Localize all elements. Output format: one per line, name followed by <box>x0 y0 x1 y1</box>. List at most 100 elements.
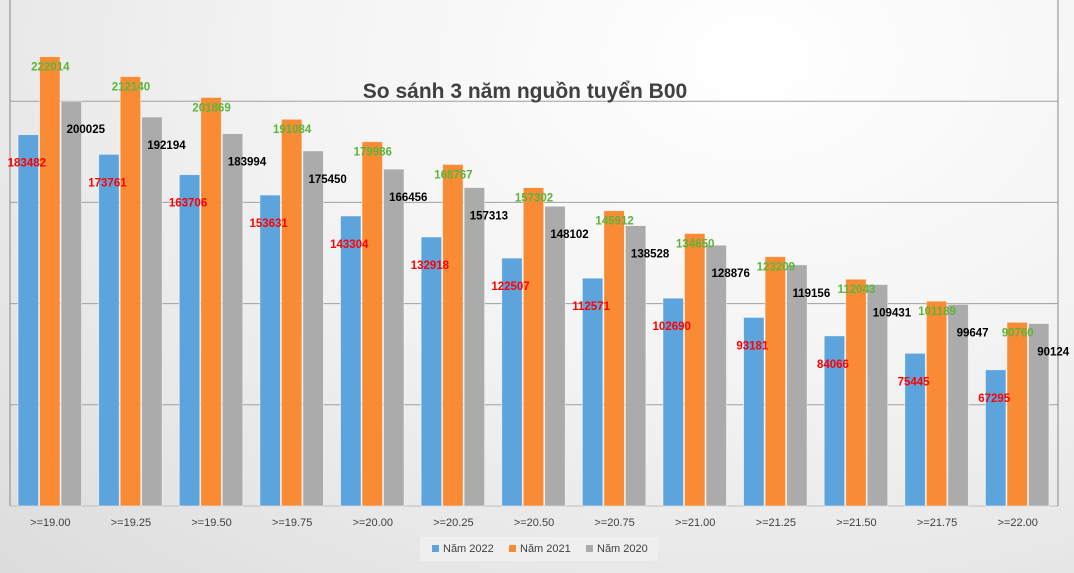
data-label: 145912 <box>595 216 633 228</box>
x-tick-label: >=20.25 <box>433 517 473 529</box>
chart-title: So sánh 3 năm nguồn tuyển B00 <box>363 80 687 103</box>
data-label: 123209 <box>757 262 795 274</box>
data-label: 138528 <box>631 249 670 261</box>
x-tick-label: >=21.50 <box>836 517 876 529</box>
bar-năm-2022 <box>904 352 926 507</box>
data-label: 93181 <box>736 340 769 352</box>
bar-năm-2021 <box>603 210 625 507</box>
x-tick-label: >=19.00 <box>30 517 70 529</box>
bar-năm-2020 <box>302 150 324 507</box>
bar-năm-2020 <box>1028 323 1050 507</box>
x-tick-label: >=22.00 <box>998 517 1038 529</box>
x-tick-label: >=20.00 <box>353 517 393 529</box>
bar-năm-2022 <box>581 277 604 507</box>
data-label: 67295 <box>978 393 1011 405</box>
bar-năm-2022 <box>98 153 120 507</box>
data-label: 183482 <box>8 158 46 170</box>
data-label: 134650 <box>676 238 714 250</box>
data-label: 163706 <box>169 198 207 210</box>
data-label: 122507 <box>491 281 529 293</box>
bar-năm-2021 <box>442 164 464 507</box>
data-label: 90124 <box>1037 347 1070 359</box>
x-tick-label: >=21.00 <box>675 517 715 529</box>
legend-label: Năm 2020 <box>597 543 648 555</box>
bar-năm-2021 <box>39 56 61 507</box>
legend-label: Năm 2021 <box>520 543 571 555</box>
data-label: 84066 <box>817 359 849 371</box>
legend-swatch <box>432 545 439 552</box>
data-label: 75445 <box>898 376 931 388</box>
bar-năm-2021 <box>361 141 383 507</box>
bar-năm-2020 <box>624 225 647 507</box>
bar-năm-2020 <box>866 284 889 507</box>
data-label: 192194 <box>147 140 186 152</box>
data-label: 102690 <box>653 321 691 333</box>
bar-năm-2020 <box>221 133 244 507</box>
data-label: 166456 <box>389 192 427 204</box>
data-label: 101189 <box>918 306 956 318</box>
data-label: 132918 <box>411 260 450 272</box>
x-tick-label: >=19.50 <box>191 517 231 529</box>
data-label: 153631 <box>249 218 288 230</box>
bar-năm-2022 <box>501 257 523 507</box>
bar-năm-2022 <box>985 369 1007 507</box>
bar-năm-2021 <box>119 76 142 507</box>
bar-năm-2021 <box>522 187 545 507</box>
data-label: 109431 <box>873 308 912 320</box>
bar-năm-2020 <box>544 205 566 507</box>
x-tick-label: >=19.75 <box>272 517 312 529</box>
bar-năm-2020 <box>141 116 163 507</box>
data-label: 179986 <box>354 147 392 159</box>
bar-năm-2022 <box>259 194 281 507</box>
bar-năm-2022 <box>340 215 362 507</box>
data-label: 201869 <box>192 102 230 114</box>
data-label: 200025 <box>67 124 106 136</box>
bar-năm-2021 <box>845 278 867 507</box>
data-label: 90760 <box>1002 327 1034 339</box>
data-label: 183994 <box>228 157 267 169</box>
bar-năm-2020 <box>705 244 727 507</box>
data-label: 175450 <box>308 174 346 186</box>
x-tick-label: >=19.25 <box>111 517 151 529</box>
x-tick-label: >=20.75 <box>594 517 634 529</box>
legend-swatch <box>509 545 516 552</box>
data-label: 222014 <box>31 62 70 74</box>
bar-năm-2022 <box>743 317 765 507</box>
data-label: 112043 <box>838 284 876 296</box>
data-label: 157313 <box>470 211 508 223</box>
bar-năm-2022 <box>17 134 39 507</box>
bar-năm-2021 <box>281 118 303 507</box>
bar-năm-2020 <box>383 168 405 507</box>
data-label: 212140 <box>112 82 150 94</box>
bar-năm-2020 <box>947 303 969 507</box>
x-tick-label: >=20.50 <box>514 517 554 529</box>
data-label: 128876 <box>712 268 750 280</box>
data-label: 143304 <box>330 239 369 251</box>
legend <box>420 537 658 561</box>
bar-năm-2021 <box>925 300 948 507</box>
bar-năm-2021 <box>684 233 706 507</box>
x-tick-label: >=21.75 <box>917 517 957 529</box>
data-label: 173761 <box>88 177 127 189</box>
bar-năm-2020 <box>463 187 486 507</box>
data-label: 148102 <box>550 229 588 241</box>
legend-swatch <box>586 545 593 552</box>
x-tick-label: >=21.25 <box>756 517 796 529</box>
bar-năm-2021 <box>200 97 222 507</box>
data-label: 99647 <box>957 327 989 339</box>
bar-năm-2020 <box>786 264 808 507</box>
bar-năm-2022 <box>823 335 846 507</box>
bar-năm-2021 <box>764 256 786 507</box>
data-label: 168767 <box>434 169 472 181</box>
data-label: 157302 <box>515 193 553 205</box>
bar-năm-2022 <box>420 236 443 507</box>
data-label: 119156 <box>792 288 830 300</box>
bar-năm-2020 <box>60 100 82 507</box>
data-label: 112571 <box>572 301 610 313</box>
bar-năm-2022 <box>178 174 201 507</box>
legend-label: Năm 2022 <box>443 543 494 555</box>
bar-năm-2021 <box>1006 321 1028 507</box>
bar-năm-2022 <box>662 297 684 507</box>
